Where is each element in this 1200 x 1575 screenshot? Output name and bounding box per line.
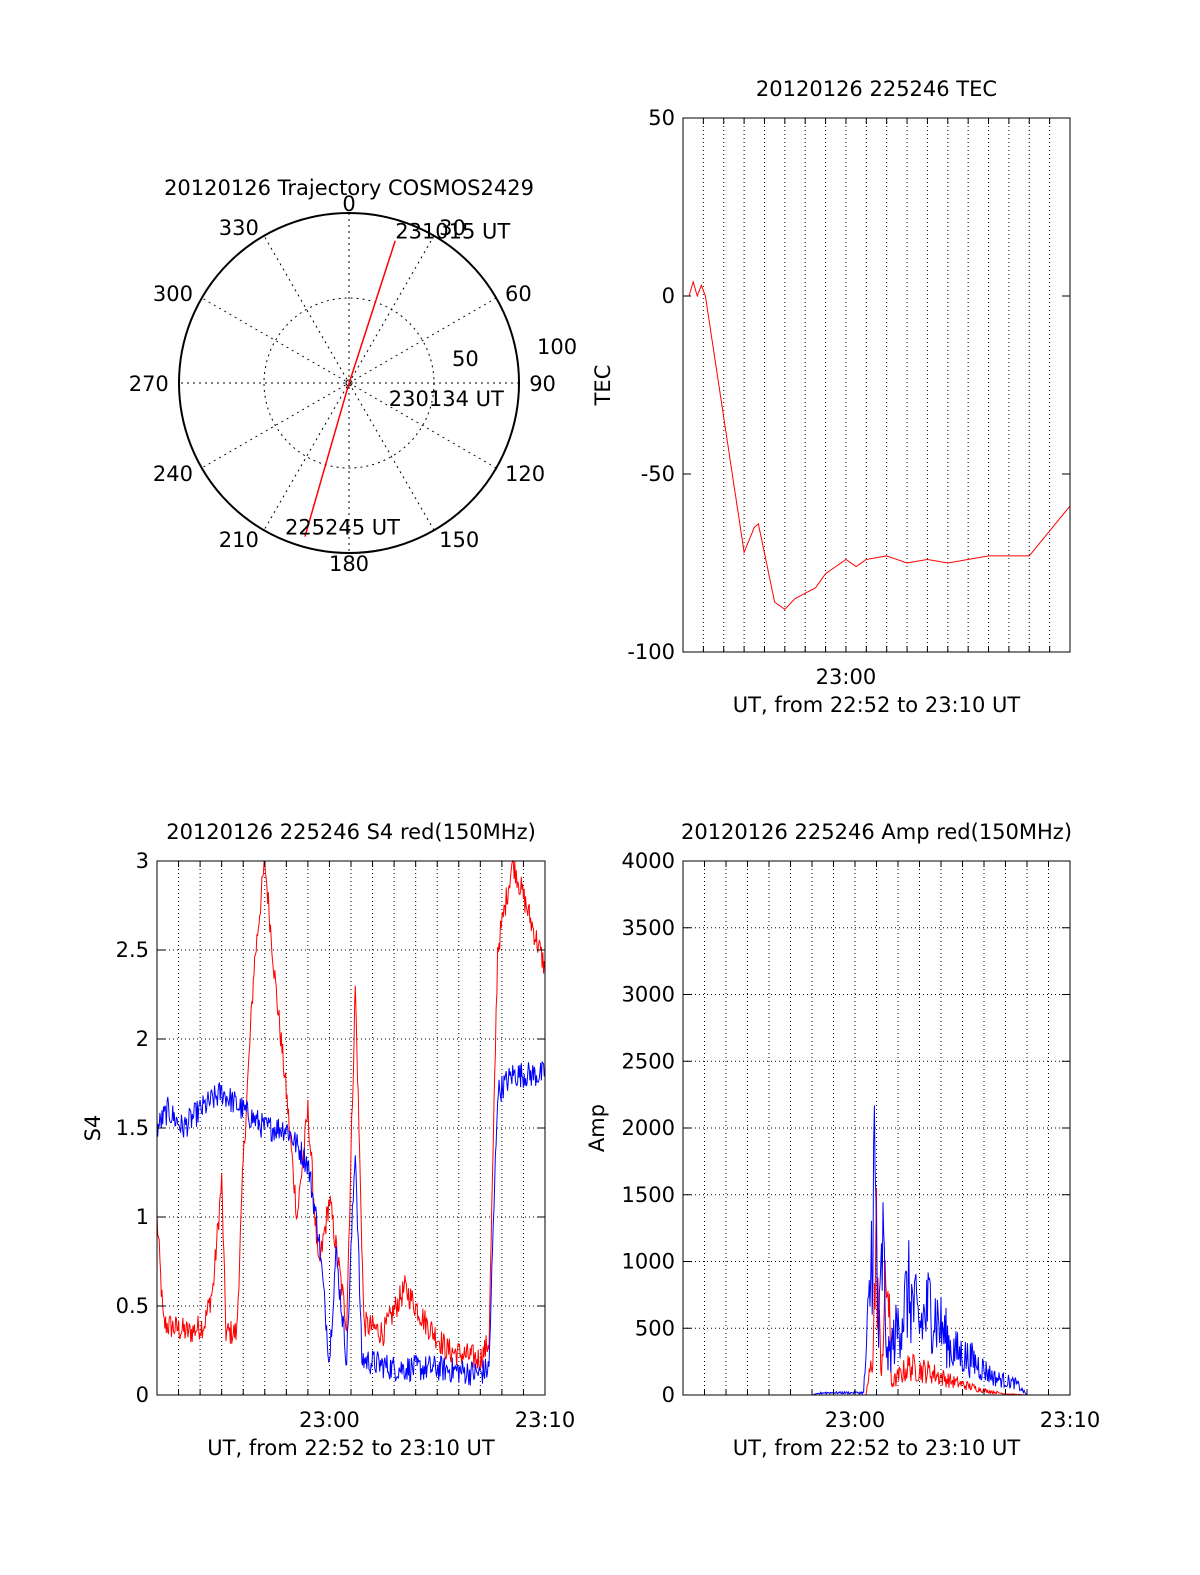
polar-azimuth-label: 300 — [153, 282, 193, 306]
polar-annotation: 225245 UT — [285, 516, 400, 540]
polar-azimuth-label: 270 — [129, 372, 169, 396]
tec-series-red — [688, 280, 1071, 610]
amp-ytick-label: 1000 — [622, 1250, 675, 1274]
amp-xtick-label: 23:00 — [825, 1408, 886, 1432]
s4-xtick-label: 23:10 — [515, 1408, 576, 1432]
polar-azimuth-label: 240 — [153, 462, 193, 486]
amp-ytick-label: 2500 — [622, 1049, 675, 1073]
amp-ytick-label: 3500 — [622, 916, 675, 940]
amp-ytick-label: 3000 — [622, 983, 675, 1007]
s4-ytick-label: 1.5 — [116, 1116, 149, 1140]
polar-trajectory-line — [304, 240, 396, 537]
s4-title: 20120126 225246 S4 red(150MHz) — [166, 820, 536, 844]
polar-annotation: 230134 UT — [389, 387, 504, 411]
tec-xlabel: UT, from 22:52 to 23:10 UT — [733, 693, 1021, 717]
polar-azimuth-label: 210 — [219, 528, 259, 552]
tec-ytick-label: -50 — [641, 462, 675, 486]
s4-xtick-label: 23:00 — [299, 1408, 360, 1432]
s4-ytick-label: 1 — [136, 1205, 149, 1229]
polar-radius-label: 50 — [452, 347, 479, 371]
polar-azimuth-label: 330 — [219, 216, 259, 240]
polar-azimuth-label: 90 — [529, 372, 556, 396]
s4-ytick-label: 3 — [136, 849, 149, 873]
s4-ylabel: S4 — [81, 1115, 105, 1142]
polar-azimuth-label: 150 — [439, 528, 479, 552]
amp-ytick-label: 500 — [635, 1316, 675, 1340]
amp-ytick-label: 4000 — [622, 849, 675, 873]
amp-xlabel: UT, from 22:52 to 23:10 UT — [733, 1436, 1021, 1460]
tec-ytick-label: -100 — [627, 640, 675, 664]
s4-ytick-label: 2 — [136, 1027, 149, 1051]
s4-ytick-label: 0.5 — [116, 1294, 149, 1318]
amp-series-blue — [683, 1105, 1070, 1396]
polar-title: 20120126 Trajectory COSMOS2429 — [164, 176, 534, 200]
amp-ytick-label: 0 — [662, 1383, 675, 1407]
amp-xtick-label: 23:10 — [1040, 1408, 1101, 1432]
tec-xtick-label: 23:00 — [816, 665, 877, 689]
s4-series-blue — [156, 1060, 546, 1386]
s4-ytick-label: 2.5 — [116, 938, 149, 962]
tec-ytick-label: 0 — [662, 284, 675, 308]
polar-annotation: 231015 UT — [395, 220, 510, 244]
polar-azimuth-label: 30 — [439, 216, 466, 240]
amp-ytick-label: 2000 — [622, 1116, 675, 1140]
s4-xlabel: UT, from 22:52 to 23:10 UT — [207, 1436, 495, 1460]
tec-ytick-label: 50 — [648, 106, 675, 130]
polar-radius-label: 100 — [537, 335, 577, 359]
polar-azimuth-label: 0 — [342, 192, 355, 216]
amp-title: 20120126 225246 Amp red(150MHz) — [681, 820, 1072, 844]
tec-frame — [682, 117, 1071, 653]
polar-azimuth-label: 120 — [505, 462, 545, 486]
amp-ytick-label: 1500 — [622, 1183, 675, 1207]
amp-ylabel: Amp — [585, 1104, 609, 1152]
polar-azimuth-label: 60 — [505, 282, 532, 306]
tec-ylabel: TEC — [591, 365, 615, 407]
tec-title: 20120126 225246 TEC — [756, 77, 997, 101]
s4-ytick-label: 0 — [136, 1383, 149, 1407]
polar-azimuth-label: 180 — [329, 552, 369, 576]
